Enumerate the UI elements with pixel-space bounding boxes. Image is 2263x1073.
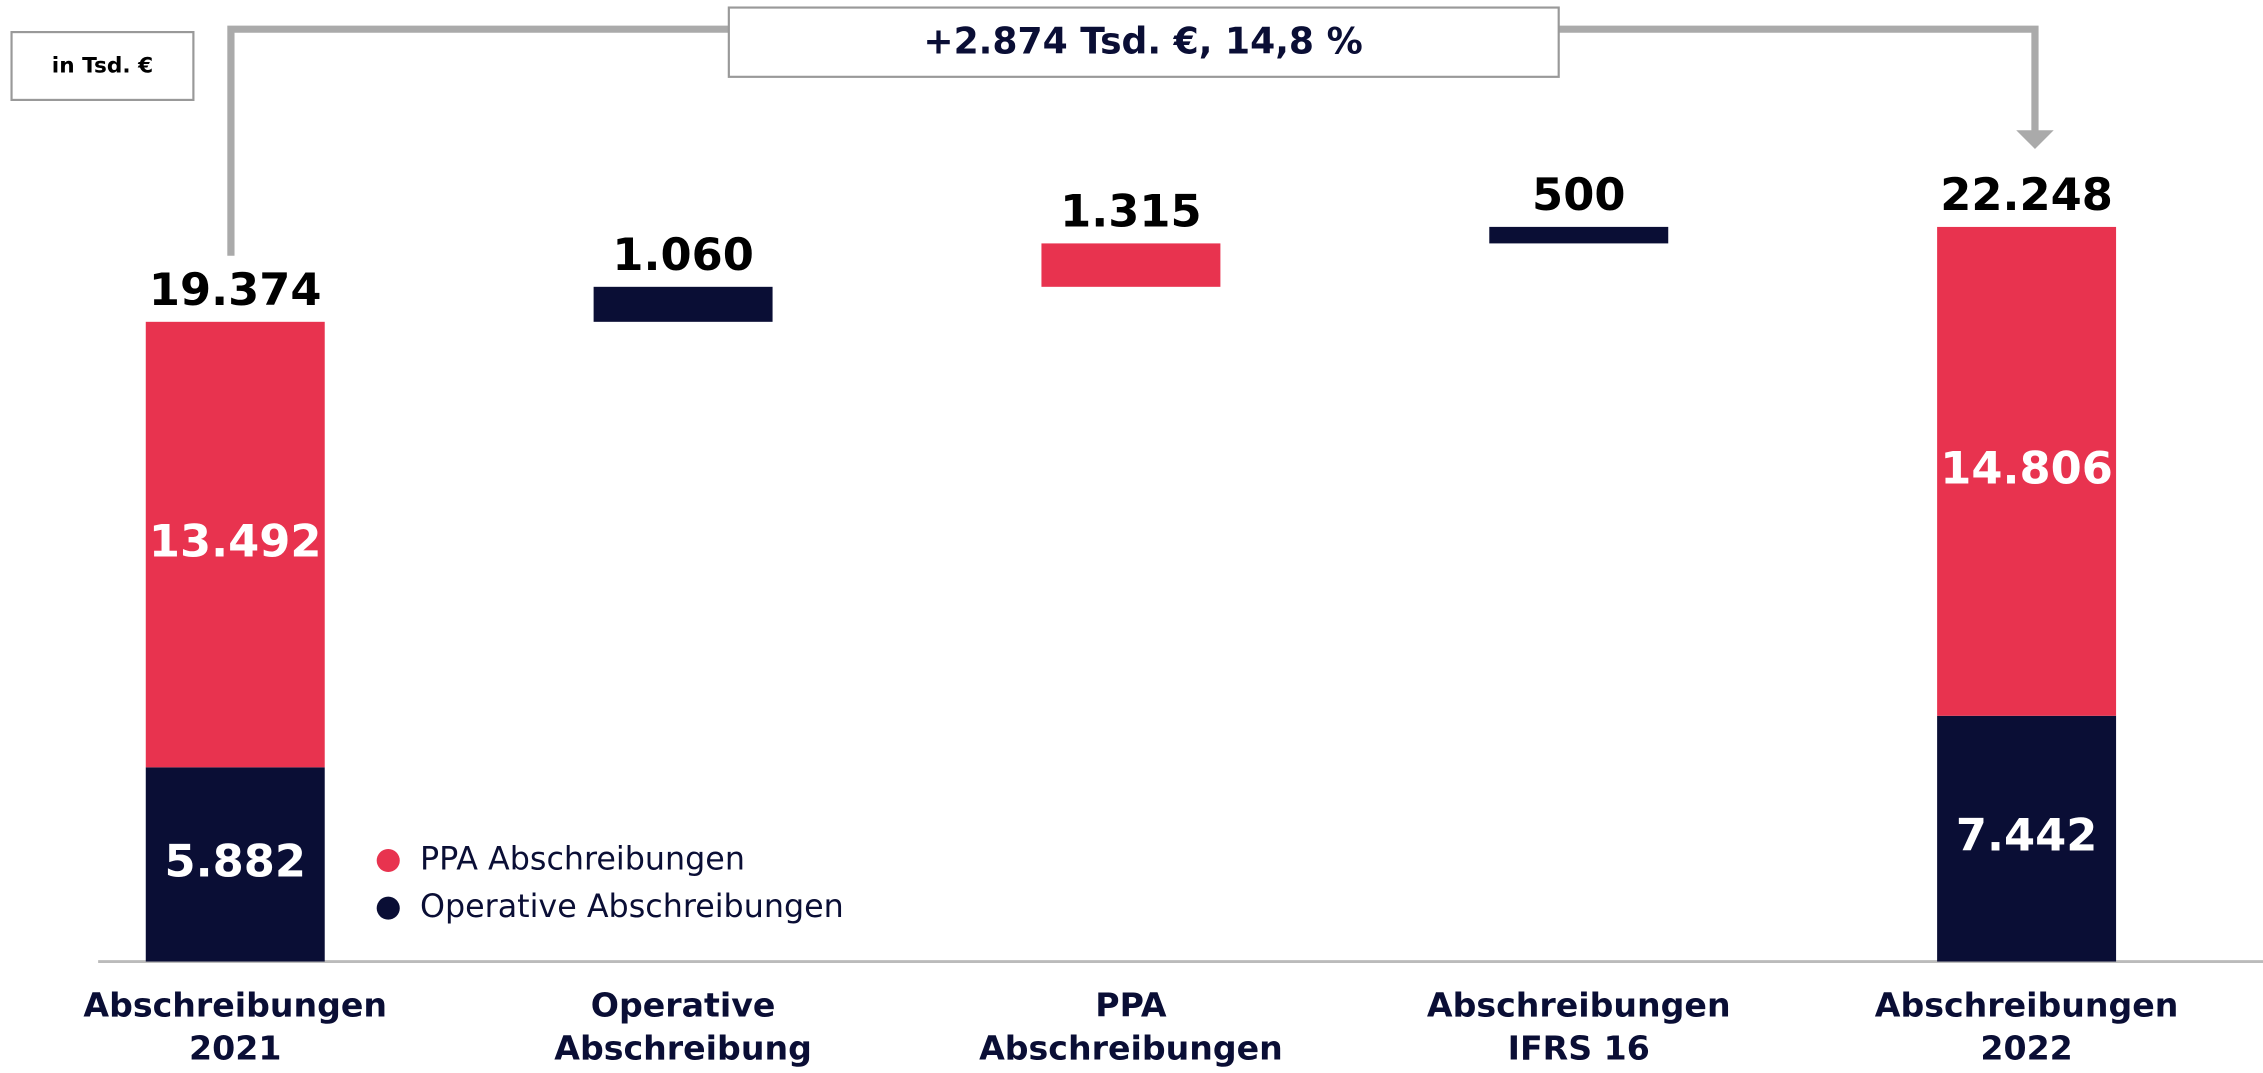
data-label: 1.060 (612, 228, 754, 281)
x-tick-label: Abschreibungen 2021 (83, 985, 387, 1067)
arrow-head (2016, 130, 2054, 149)
data-label: 1.315 (1060, 185, 1202, 238)
data-label: 14.806 (1940, 441, 2113, 494)
annotation-box (727, 6, 1560, 78)
bar-segment (145, 321, 325, 768)
data-label: 5.882 (164, 834, 306, 887)
x-tick-label: PPA Abschreibungen (979, 985, 1283, 1067)
bar-segment (145, 767, 325, 962)
legend-marker (376, 896, 400, 920)
x-tick-label: Operative Abschreibung (554, 985, 812, 1067)
x-tick-label: Abschreibungen 2022 (1875, 985, 2179, 1067)
total-label: 19.374 (149, 263, 322, 316)
legend-label: Operative Abschreibungen (420, 889, 844, 925)
data-label: 13.492 (149, 515, 322, 568)
total-label: 22.248 (1940, 168, 2113, 221)
bar-segment (1937, 226, 2117, 716)
bar-segment (1937, 715, 2117, 962)
unit-box (10, 31, 195, 102)
data-label: 7.442 (1956, 809, 2098, 862)
bar-segment (1489, 226, 1669, 244)
legend-label: PPA Abschreibungen (420, 842, 745, 878)
bar-segment (593, 286, 773, 322)
x-tick-label: Abschreibungen IFRS 16 (1427, 985, 1731, 1067)
legend-marker (376, 848, 400, 873)
data-label: 500 (1532, 168, 1625, 221)
annotation: +2.874 Tsd. €, 14,8 % (923, 21, 1362, 63)
unit-label: in Tsd. € (52, 54, 153, 79)
bar-segment (1041, 243, 1221, 287)
bracket (227, 25, 2039, 256)
